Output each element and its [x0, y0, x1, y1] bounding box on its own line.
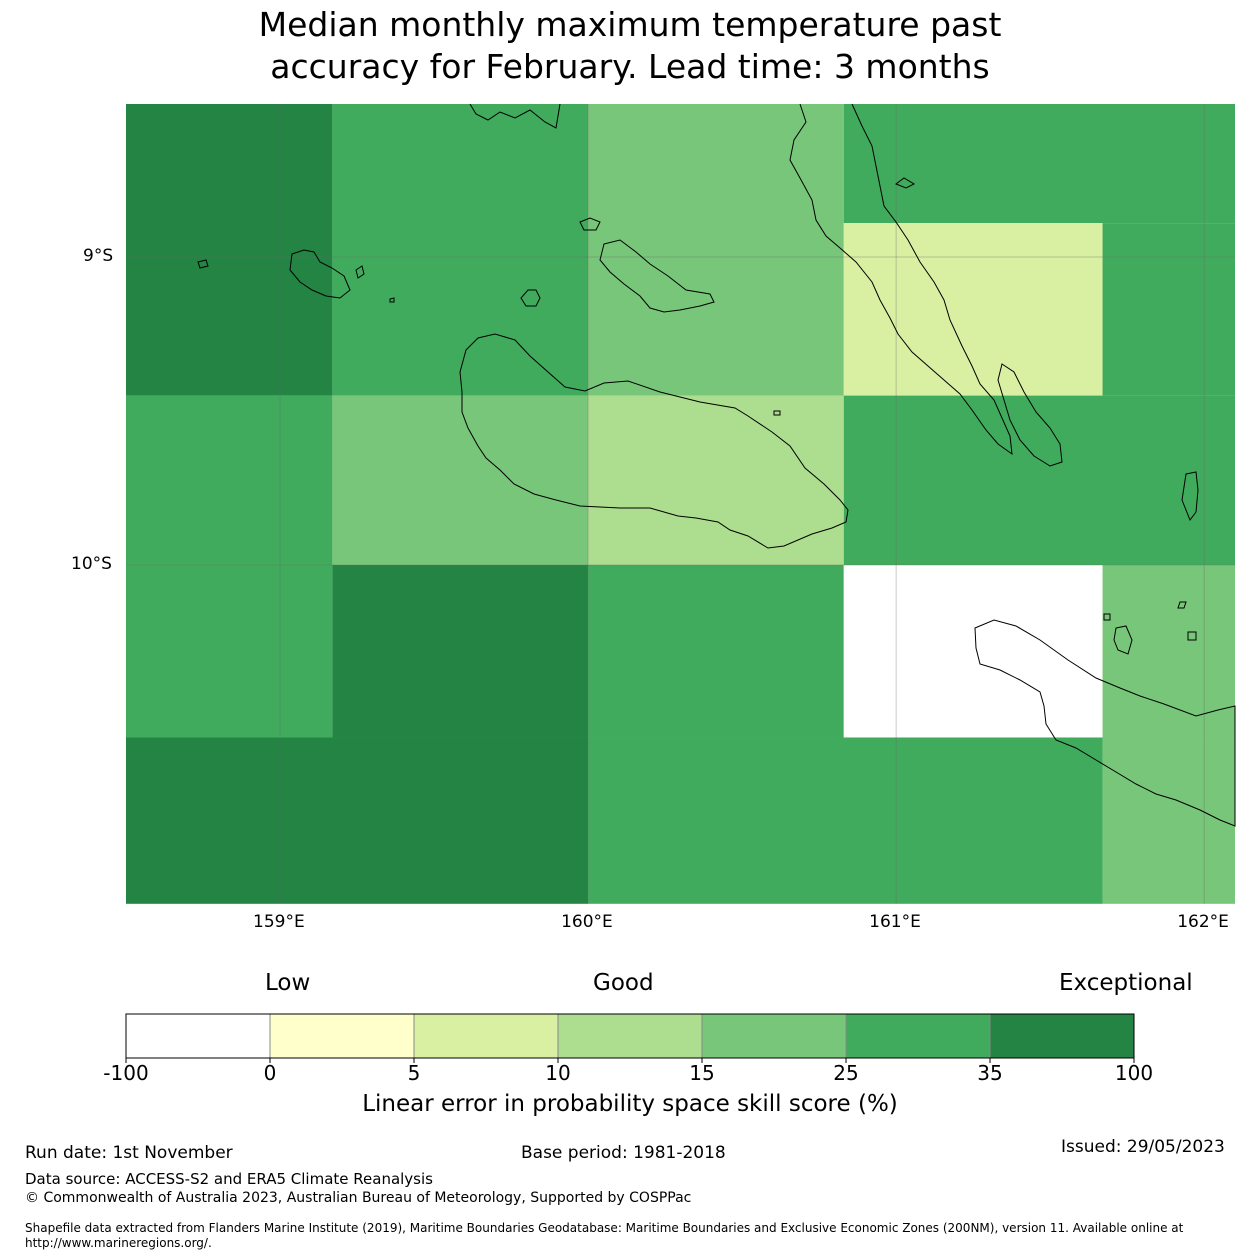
coastline-islet-d: [1103, 613, 1111, 621]
colorbar: [125, 1013, 1135, 1063]
grid-cell: [332, 104, 589, 396]
grid-cell: [1102, 737, 1235, 904]
coastline-malaita-north: [894, 177, 916, 189]
grid-cell: [126, 737, 589, 904]
coastline-islet-f: [1187, 631, 1197, 641]
colorbar-tick: 5: [407, 1061, 421, 1085]
lon-label-162e: 162°E: [1177, 912, 1229, 932]
colorbar-label: Linear error in probability space skill …: [362, 1091, 898, 1117]
coastline-santa-isabel: [469, 103, 561, 129]
lon-label-159e: 159°E: [253, 912, 305, 932]
run-date: Run date: 1st November: [25, 1143, 233, 1163]
coastline-makira: [974, 619, 1236, 827]
copyright: © Commonwealth of Australia 2023, Austra…: [25, 1190, 692, 1206]
lon-label-160e: 160°E: [561, 912, 613, 932]
coastlines: [197, 103, 1236, 827]
coastline-guadalcanal: [459, 333, 849, 549]
lat-label-9s: 9°S: [83, 246, 114, 266]
coastline-malaita: [789, 103, 1013, 456]
grid-cell: [588, 737, 1103, 904]
data-source: Data source: ACCESS-S2 and ERA5 Climate …: [25, 1170, 433, 1188]
coastline-ulawa: [1181, 471, 1199, 522]
colorbar-tick: -100: [103, 1061, 149, 1085]
colorbar-tick: 10: [545, 1061, 571, 1085]
colorbar-segment: [989, 1013, 1135, 1059]
coastline-small-malaita: [997, 363, 1063, 467]
colorbar-segment: [845, 1013, 991, 1059]
coastline-islet-c: [773, 410, 781, 416]
grid-cell: [1102, 223, 1235, 396]
coastline-russell-small: [355, 265, 365, 279]
issued-date: Issued: 29/05/2023: [1061, 1137, 1225, 1157]
title-line-1: Median monthly maximum temperature past: [258, 5, 1002, 44]
colorbar-segment: [557, 1013, 703, 1059]
lat-label-10s: 10°S: [71, 554, 112, 574]
legend-good: Good: [593, 970, 654, 996]
base-period: Base period: 1981-2018: [521, 1143, 726, 1163]
coastline-nggela: [599, 239, 715, 313]
graticule: [126, 104, 1235, 904]
coastline-ugi: [1113, 625, 1133, 655]
grid-cell: [843, 565, 1103, 738]
grid-cell: [126, 104, 333, 396]
coastline-russell: [289, 249, 351, 299]
coastline-nggela-west: [579, 217, 601, 231]
shapefile-credit: Shapefile data extracted from Flanders M…: [25, 1221, 1184, 1250]
grid-cell: [332, 565, 589, 738]
colorbar-segment: [269, 1013, 415, 1059]
map-title: Median monthly maximum temperature past …: [0, 4, 1260, 88]
lon-label-161e: 161°E: [869, 912, 921, 932]
colorbar-tick: 15: [689, 1061, 715, 1085]
title-line-2: accuracy for February. Lead time: 3 mont…: [270, 47, 990, 86]
colorbar-tick: 25: [833, 1061, 859, 1085]
colorbar-border: [125, 1013, 1135, 1059]
colorbar-tick: 35: [977, 1061, 1003, 1085]
colorbar-segment: [413, 1013, 559, 1059]
grid-cell: [843, 223, 1103, 396]
coastline-islet-b: [389, 297, 395, 303]
colorbar-tick: 100: [1114, 1061, 1154, 1085]
colorbar-segment: [125, 1013, 271, 1059]
colorbar-tick: 0: [263, 1061, 277, 1085]
grid-cell: [332, 395, 589, 565]
grid-cell: [843, 104, 1235, 224]
grid-cell: [588, 565, 844, 738]
grid-cell: [588, 104, 844, 396]
grid-cell: [126, 395, 333, 565]
coastline-islet-e: [1177, 601, 1187, 609]
skill-grid: [126, 104, 1235, 904]
legend-exceptional: Exceptional: [1059, 970, 1193, 996]
coastline-islet-a: [197, 259, 209, 269]
grid-cell: [843, 395, 1235, 565]
legend-low: Low: [265, 970, 311, 996]
grid-cell: [1102, 565, 1235, 738]
colorbar-segment: [701, 1013, 847, 1059]
grid-cell: [588, 395, 844, 565]
grid-cell: [126, 565, 333, 738]
coastline-savo: [520, 289, 541, 307]
